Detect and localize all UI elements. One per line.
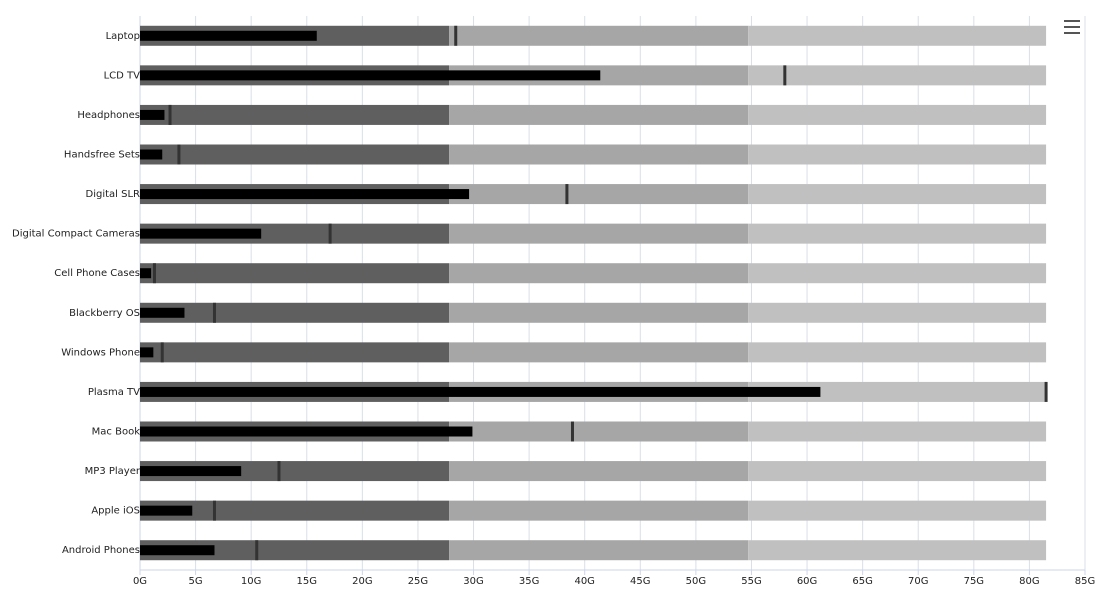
x-tick-label: 15G (297, 576, 317, 587)
x-tick-label: 45G (630, 576, 650, 587)
bar (140, 189, 470, 200)
bar (140, 347, 154, 358)
x-tick-label: 80G (1019, 576, 1039, 587)
category-label: Handsfree Sets (64, 150, 140, 161)
category-label: Windows Phone (61, 347, 140, 358)
category-label: Mac Book (92, 427, 141, 438)
x-tick-label: 30G (463, 576, 483, 587)
range-band (449, 461, 749, 482)
x-tick-label: 85G (1075, 576, 1095, 587)
x-tick-label: 20G (352, 576, 372, 587)
range-band (748, 540, 1047, 561)
bar (140, 268, 152, 279)
bar (140, 426, 473, 437)
range-band (748, 263, 1047, 284)
target (255, 540, 259, 561)
target (160, 342, 164, 363)
target (177, 144, 181, 165)
x-tick-label: 70G (908, 576, 928, 587)
range-band (748, 104, 1047, 125)
target (570, 421, 574, 442)
range-band (748, 223, 1047, 244)
range-band (748, 461, 1047, 482)
bar (140, 545, 215, 556)
range-band (140, 342, 450, 363)
range-band (140, 302, 450, 323)
target (565, 184, 569, 205)
range-band (748, 302, 1047, 323)
target (454, 25, 458, 46)
menu-icon[interactable] (1062, 17, 1082, 37)
range-band (449, 421, 749, 442)
bar (140, 505, 193, 516)
range-band (140, 104, 450, 125)
category-label: Digital Compact Cameras (12, 229, 140, 240)
category-label: Cell Phone Cases (54, 268, 140, 279)
target (168, 104, 172, 125)
x-tick-label: 65G (852, 576, 872, 587)
range-band (449, 500, 749, 521)
category-label: LCD TV (104, 70, 141, 81)
bar (140, 30, 317, 41)
range-band (449, 540, 749, 561)
range-band (748, 25, 1047, 46)
x-tick-label: 55G (741, 576, 761, 587)
range-band (140, 500, 450, 521)
range-band (449, 25, 749, 46)
target (1044, 381, 1048, 402)
x-tick-label: 60G (797, 576, 817, 587)
x-tick-label: 25G (408, 576, 428, 587)
target (212, 302, 216, 323)
range-band (748, 500, 1047, 521)
category-label: Digital SLR (86, 189, 141, 200)
x-tick-label: 75G (964, 576, 984, 587)
x-tick-label: 0G (133, 576, 147, 587)
range-band (748, 144, 1047, 165)
target (277, 461, 281, 482)
range-band (449, 263, 749, 284)
x-tick-label: 10G (241, 576, 261, 587)
range-band (140, 263, 450, 284)
target (328, 223, 332, 244)
category-label: Plasma TV (88, 387, 140, 398)
category-label: Blackberry OS (69, 308, 140, 319)
x-tick-label: 50G (686, 576, 706, 587)
target (783, 65, 787, 86)
x-tick-label: 35G (519, 576, 539, 587)
bar (140, 109, 165, 120)
range-band (748, 65, 1047, 86)
range-band (449, 144, 749, 165)
x-tick-label: 5G (189, 576, 203, 587)
range-band (748, 421, 1047, 442)
range-band (449, 184, 749, 205)
range-band (449, 104, 749, 125)
category-label: Android Phones (62, 545, 140, 556)
range-band (748, 381, 1047, 402)
range-band (748, 342, 1047, 363)
category-label: Headphones (77, 110, 140, 121)
bar (140, 228, 262, 239)
category-label: MP3 Player (85, 466, 141, 477)
x-tick-label: 40G (574, 576, 594, 587)
bar (140, 70, 601, 81)
range-band (748, 184, 1047, 205)
bar (140, 386, 821, 397)
range-band (449, 223, 749, 244)
range-band (449, 342, 749, 363)
bar (140, 149, 163, 160)
category-label: Laptop (106, 31, 140, 42)
target (152, 263, 156, 284)
range-band (140, 540, 450, 561)
range-band (449, 302, 749, 323)
bar (140, 466, 242, 477)
range-band (140, 144, 450, 165)
bar (140, 307, 185, 318)
target (212, 500, 216, 521)
category-label: Apple iOS (91, 506, 140, 517)
